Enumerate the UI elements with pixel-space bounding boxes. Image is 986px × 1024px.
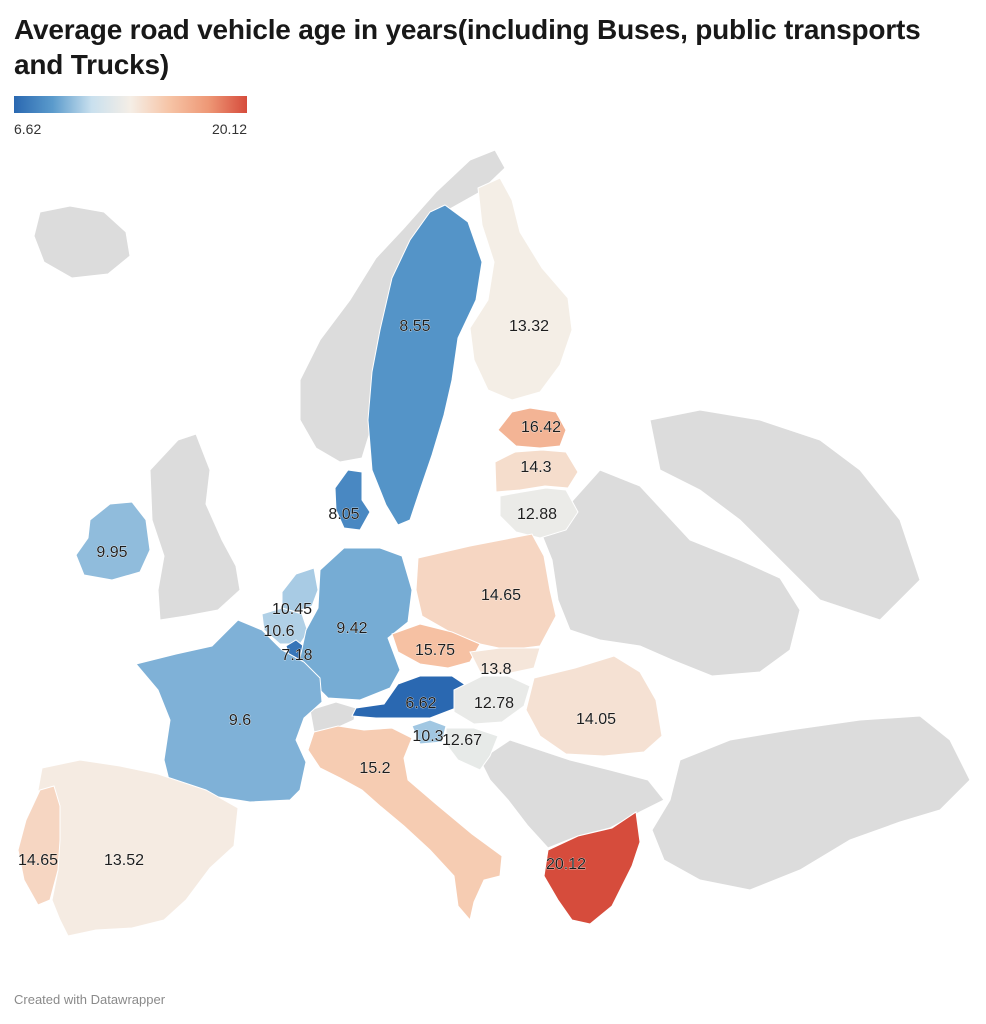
country-denmark[interactable] xyxy=(334,469,371,531)
country-greece[interactable] xyxy=(543,811,641,925)
country-latvia[interactable] xyxy=(494,449,579,493)
country-estonia[interactable] xyxy=(497,407,567,449)
legend-min-label: 6.62 xyxy=(14,121,42,137)
country-sweden[interactable] xyxy=(367,204,483,526)
data-countries xyxy=(17,177,663,937)
country-finland[interactable] xyxy=(469,177,573,401)
no-data-country-0 xyxy=(33,205,131,279)
country-croatia[interactable] xyxy=(445,727,499,771)
country-portugal[interactable] xyxy=(17,785,61,906)
color-legend: 6.62 20.12 xyxy=(14,96,247,139)
legend-max-label: 20.12 xyxy=(211,121,247,137)
country-ireland[interactable] xyxy=(75,501,151,581)
chart-title: Average road vehicle age in years(includ… xyxy=(14,14,921,80)
country-italy[interactable] xyxy=(307,725,503,922)
country-france[interactable] xyxy=(135,619,323,803)
no-data-country-2 xyxy=(149,433,241,621)
country-netherlands[interactable] xyxy=(281,567,319,613)
country-lithuania[interactable] xyxy=(499,487,579,539)
no-data-country-3 xyxy=(539,469,801,677)
country-poland[interactable] xyxy=(415,533,557,651)
country-slovakia[interactable] xyxy=(469,647,541,675)
country-germany[interactable] xyxy=(299,547,413,701)
footer-credit: Created with Datawrapper xyxy=(14,992,166,1007)
country-hungary[interactable] xyxy=(453,675,531,725)
no-data-country-6 xyxy=(651,715,971,891)
country-romania[interactable] xyxy=(525,655,663,757)
country-czechia[interactable] xyxy=(391,623,481,669)
country-slovenia[interactable] xyxy=(411,719,447,745)
no-data-country-7 xyxy=(649,409,921,621)
legend-gradient-bar xyxy=(14,96,247,113)
